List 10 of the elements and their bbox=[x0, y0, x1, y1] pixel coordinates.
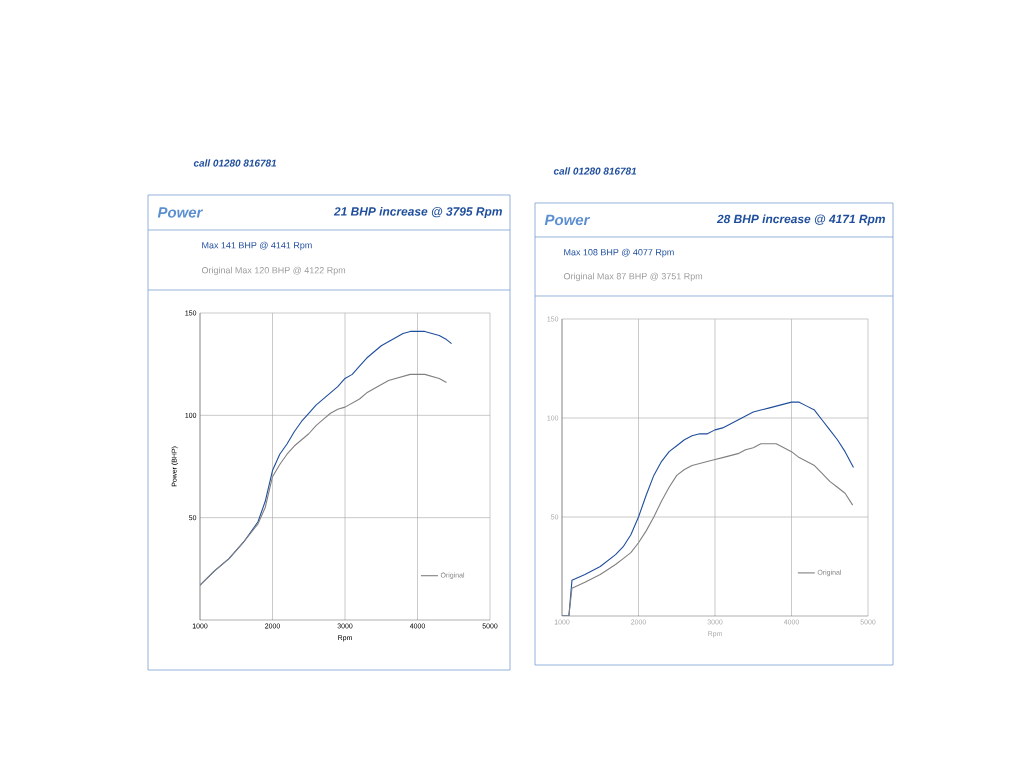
text: Original Max 120 BHP @ 4122 Rpm bbox=[201, 266, 346, 276]
text: call 01280 816781 bbox=[553, 167, 637, 175]
chart-subtitle: 21 BHP increase @ 3795 Rpm bbox=[333, 206, 502, 219]
text: Original Max 87 BHP @ 3751 Rpm bbox=[563, 272, 703, 282]
text: Max 108 BHP @ 4077 Rpm bbox=[564, 248, 674, 258]
chart-title: Power bbox=[544, 214, 591, 226]
text: call 01280 816781 bbox=[193, 159, 277, 167]
chart-title: Power bbox=[157, 207, 204, 218]
chart-subtitle: 28 BHP increase @ 4171 Rpm bbox=[716, 214, 885, 226]
text: Max 141 BHP @ 4141 Rpm bbox=[202, 241, 312, 251]
